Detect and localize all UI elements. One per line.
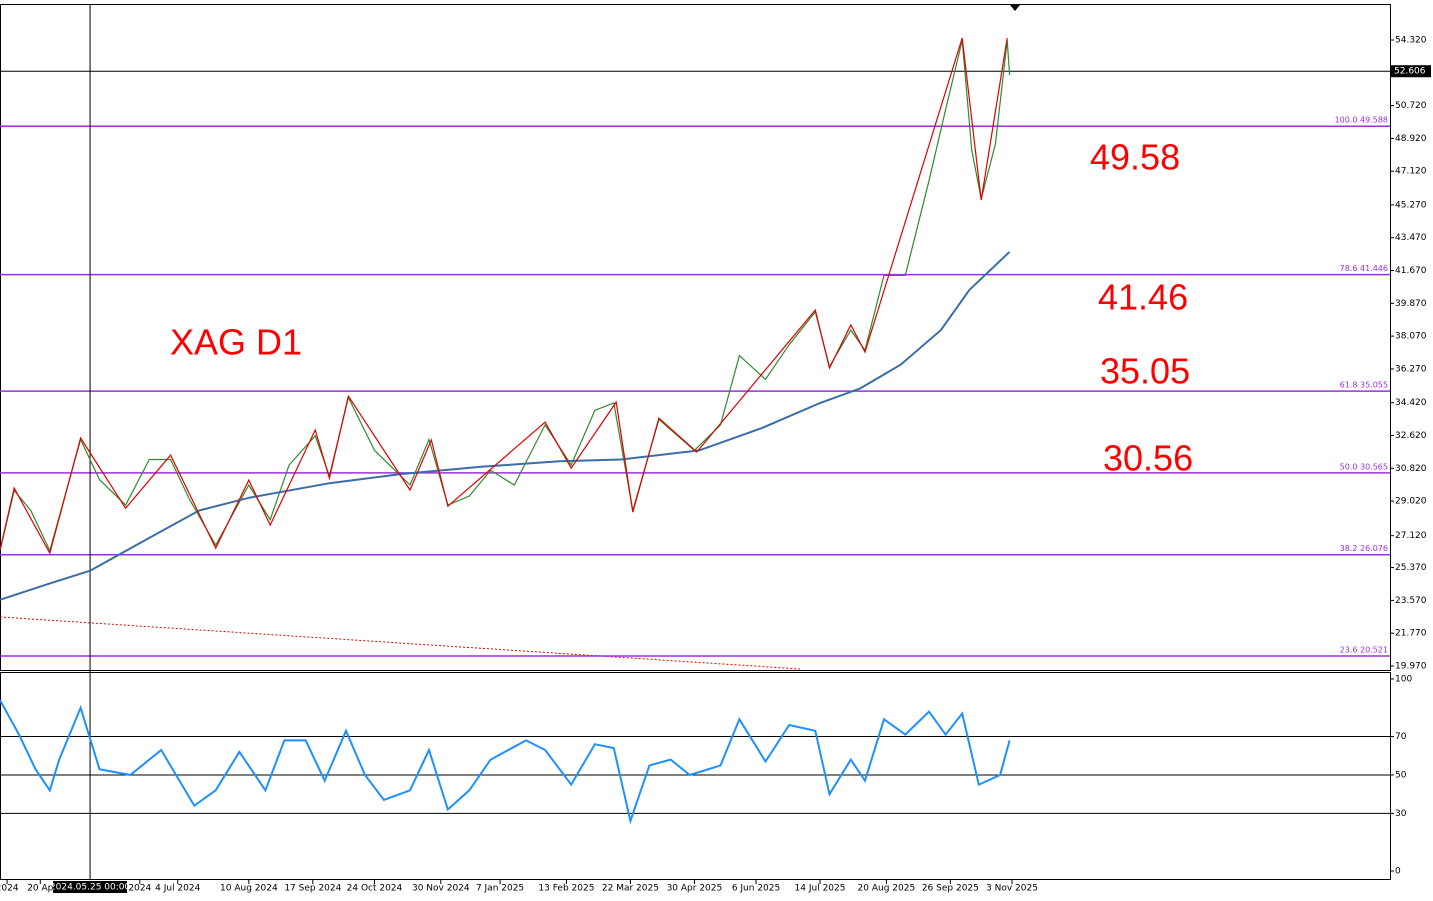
fib-label: 23.6 20.521 [1340, 645, 1388, 654]
price-box [1391, 65, 1431, 78]
y-tick-label: 41.670 [1395, 266, 1427, 276]
y-tick-label: 38.070 [1395, 332, 1427, 342]
x-tick-label: 14 Jul 2025 [795, 884, 846, 894]
y-tick-label: 27.120 [1395, 531, 1427, 541]
x-tick-label: 6 Jun 2025 [732, 884, 780, 894]
y-tick-label: 29.020 [1395, 497, 1427, 507]
x-tick-label: 22 Mar 2025 [602, 884, 659, 894]
chart-title: XAG D1 [170, 322, 302, 363]
zigzag [0, 37, 1008, 555]
annotation: 35.05 [1100, 351, 1190, 392]
y-tick-label: 32.620 [1395, 431, 1427, 441]
crosshair-box [53, 881, 128, 893]
annotation: 49.58 [1090, 137, 1180, 178]
annotation: 30.56 [1103, 438, 1193, 479]
price-label: 52.606 [1394, 67, 1426, 77]
x-tick-label: 4 Jul 2024 [155, 884, 200, 894]
shift-marker [1010, 5, 1020, 11]
y-tick-label: 36.270 [1395, 364, 1427, 374]
main-frame [0, 4, 1391, 671]
x-tick-label: 3 Nov 2025 [986, 884, 1038, 894]
y-tick-label: 23.570 [1395, 596, 1427, 606]
x-tick-label: 30 Apr 2025 [667, 884, 723, 894]
y-tick-label: 45.270 [1395, 200, 1427, 210]
rsi-frame [0, 672, 1391, 880]
y-tick-label: 100 [1395, 674, 1412, 684]
y-tick-label: 47.120 [1395, 167, 1427, 177]
fib-label: 61.8 35.055 [1340, 381, 1388, 390]
x-tick-label: 24 Oct 2024 [347, 884, 403, 894]
y-tick-label: 43.470 [1395, 233, 1427, 243]
crosshair-label: 2024.05.25 00:00 [50, 883, 131, 893]
x-tick-label: 20 Aug 2025 [858, 884, 916, 894]
y-tick-label: 30 [1395, 809, 1407, 819]
trend-line [0, 616, 801, 670]
y-tick-label: 34.420 [1395, 398, 1427, 408]
x-tick-label: 10 Aug 2024 [220, 884, 278, 894]
x-tick-label: 2024 [0, 884, 19, 894]
y-tick-label: 21.770 [1395, 629, 1427, 639]
fib-label: 38.2 26.076 [1340, 544, 1388, 553]
annotation: 41.46 [1098, 277, 1188, 318]
x-tick-label: 26 Sep 2025 [922, 884, 979, 894]
moving-average [0, 251, 1011, 601]
fib-label: 100.0 49.588 [1335, 116, 1388, 125]
y-tick-label: 70 [1395, 732, 1407, 742]
x-tick-label: 13 Feb 2025 [538, 884, 594, 894]
y-tick-label: 48.920 [1395, 134, 1427, 144]
fib-label: 50.0 30.565 [1340, 462, 1388, 471]
y-tick-label: 0 [1395, 866, 1401, 876]
y-tick-label: 30.820 [1395, 464, 1427, 474]
price [0, 40, 1011, 553]
y-tick-label: 50.720 [1395, 101, 1427, 111]
x-tick-label: 7 Jan 2025 [476, 884, 524, 894]
rsi [0, 699, 1011, 825]
x-tick-label: 20 Ap [27, 884, 53, 894]
x-tick-label: 2024 [128, 884, 151, 894]
x-tick-label: 30 Nov 2024 [412, 884, 470, 894]
y-tick-label: 25.370 [1395, 563, 1427, 573]
y-tick-label: 50 [1395, 770, 1407, 780]
x-tick-label: 17 Sep 2024 [284, 884, 341, 894]
fib-label: 78.6 41.446 [1340, 264, 1388, 273]
y-tick-label: 19.970 [1395, 661, 1427, 671]
y-tick-label: 39.870 [1395, 299, 1427, 309]
y-tick-label: 54.320 [1395, 35, 1427, 45]
